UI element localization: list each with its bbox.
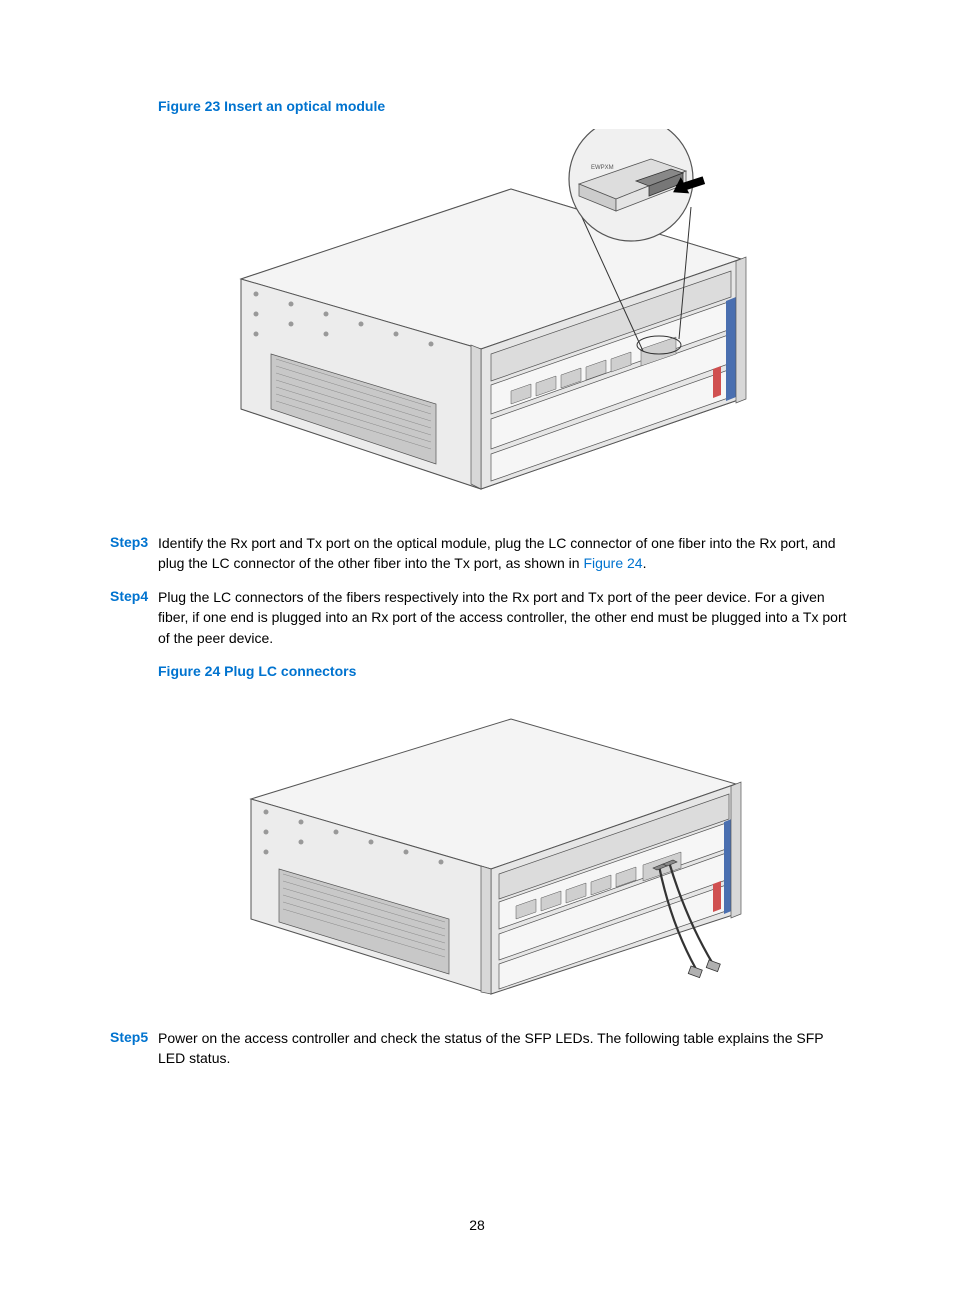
step-3-label: Step3 xyxy=(110,533,158,574)
step-5-label: Step5 xyxy=(110,1028,158,1069)
step-3: Step3 Identify the Rx port and Tx port o… xyxy=(110,533,854,574)
figure-24-caption: Figure 24 Plug LC connectors xyxy=(158,662,854,682)
figure-24-image xyxy=(108,694,854,1004)
step-3-text-pre: Identify the Rx port and Tx port on the … xyxy=(158,535,836,571)
step-4: Step4 Plug the LC connectors of the fibe… xyxy=(110,587,854,648)
svg-text:EWPXM: EWPXM xyxy=(591,165,614,171)
figure-24-link[interactable]: Figure 24 xyxy=(583,555,642,571)
step-5: Step5 Power on the access controller and… xyxy=(110,1028,854,1069)
step-3-text: Identify the Rx port and Tx port on the … xyxy=(158,533,854,574)
figure-23-image: EWPXM xyxy=(108,129,854,509)
page-number: 28 xyxy=(0,1216,954,1236)
figure-23-caption: Figure 23 Insert an optical module xyxy=(158,97,854,117)
step-4-label: Step4 xyxy=(110,587,158,648)
step-5-text: Power on the access controller and check… xyxy=(158,1028,854,1069)
step-3-text-post: . xyxy=(643,555,647,571)
step-4-text: Plug the LC connectors of the fibers res… xyxy=(158,587,854,648)
